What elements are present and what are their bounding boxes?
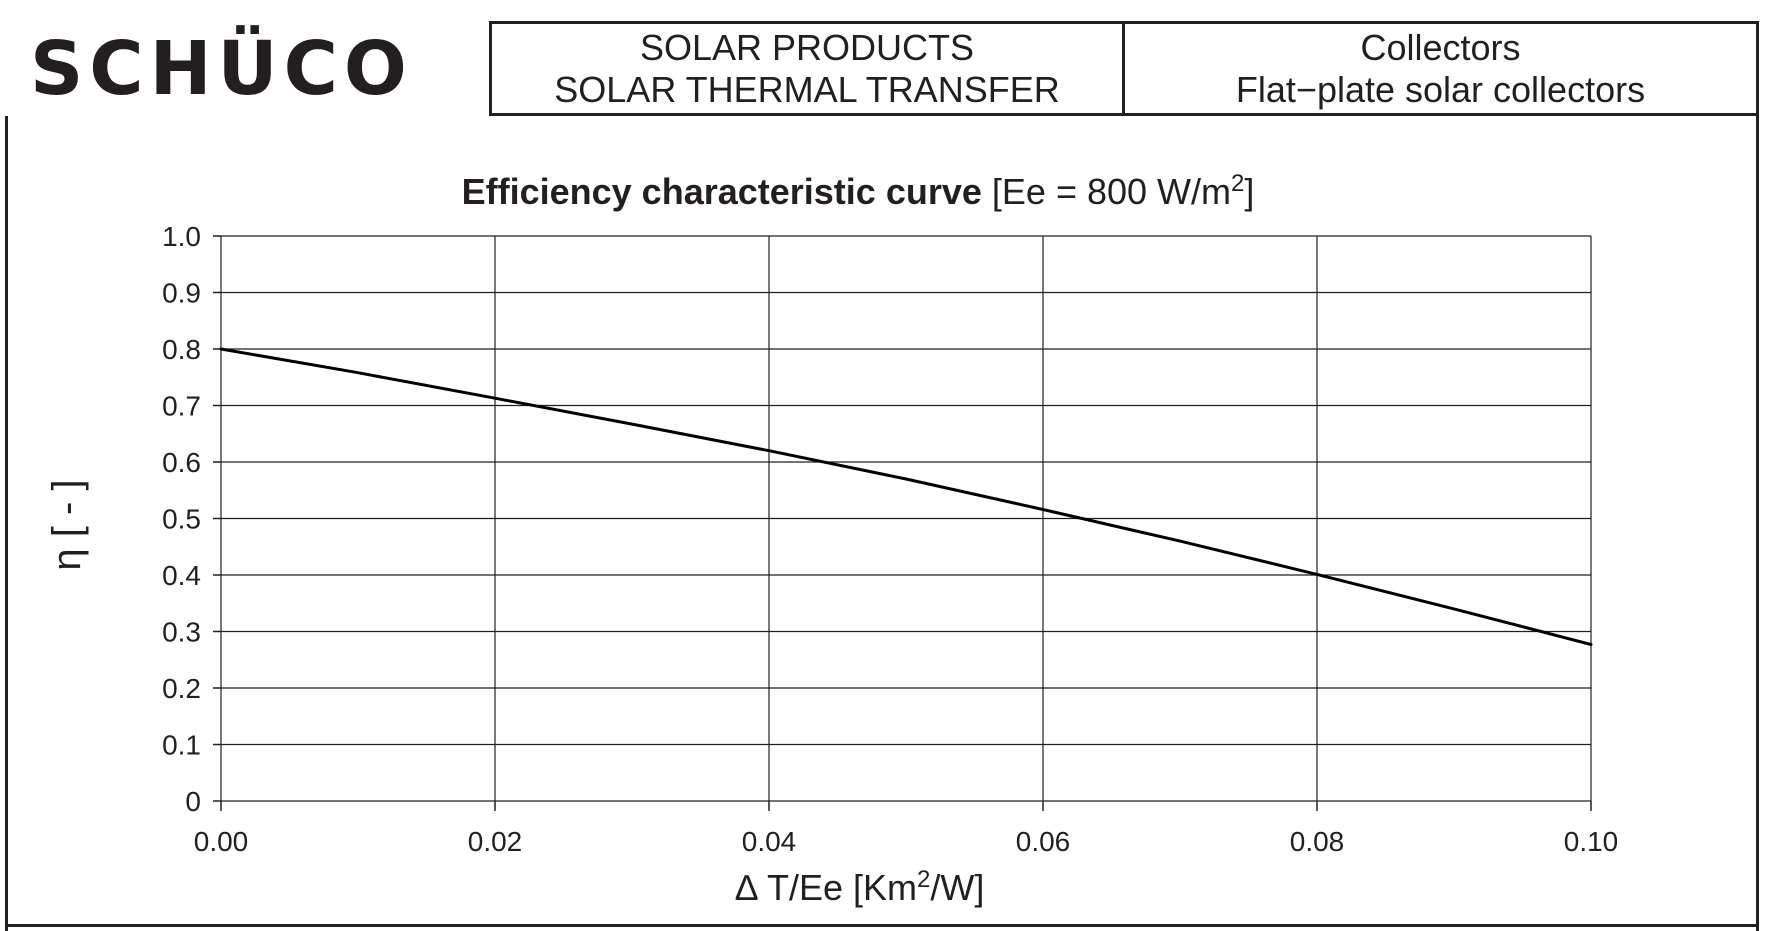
x-tick-label: 0.06 [1016,826,1071,857]
collector-type-line1: Collectors [1360,26,1521,68]
logo-wordmark: SCHÜCO [30,26,413,112]
x-axis-label-superscript: 2 [917,866,931,893]
collector-type-line2: Flat−plate solar collectors [1235,68,1646,110]
y-tick-label: 0.2 [162,673,201,704]
y-tick-label: 0.4 [162,560,201,591]
y-tick-label: 0.8 [162,334,201,365]
x-axis-label-unit: /W] [930,867,985,908]
x-tick-label: 0.08 [1290,826,1345,857]
y-tick-label: 1.0 [162,221,201,252]
collector-type-box: Collectors Flat−plate solar collectors [1122,21,1759,116]
y-tick-label: 0.6 [162,447,201,478]
y-tick-label: 0.7 [162,391,201,422]
chart-title-end: ] [1244,171,1255,212]
y-tick-label: 0.1 [162,730,201,761]
x-tick-label: 0.00 [194,826,249,857]
chart-title-superscript: 2 [1231,170,1245,197]
y-tick-label: 0 [185,786,201,817]
product-category-line1: SOLAR PRODUCTS [639,26,975,68]
y-tick-label: 0.5 [162,504,201,535]
chart-title-main: Efficiency characteristic curve [461,171,982,212]
y-axis-label: η [ - ] [45,479,89,571]
y-tick-label: 0.9 [162,278,201,309]
x-axis-label: ∆ T/Ee [Km2/W] [630,866,1090,909]
chart-title-condition-text: [Ee = 800 W/m [991,171,1232,212]
chart-frame [5,116,1759,931]
x-tick-label: 0.04 [742,826,797,857]
efficiency-curve [219,347,1593,646]
schuco-logo: SCHÜCO [30,18,465,112]
y-tick-label: 0.3 [162,617,201,648]
chart-title-condition: [Ee = 800 W/m2] [991,170,1255,212]
x-tick-label: 0.10 [1564,826,1619,857]
chart-title: Efficiency characteristic curve [Ee = 80… [0,170,1716,213]
product-category-line2: SOLAR THERMAL TRANSFER [554,68,1060,110]
x-tick-label: 0.02 [468,826,523,857]
x-axis-label-text: ∆ T/Ee [Km [735,867,918,908]
product-category-box: SOLAR PRODUCTS SOLAR THERMAL TRANSFER [489,21,1125,116]
chart-frame-bottom-border [5,924,1759,927]
